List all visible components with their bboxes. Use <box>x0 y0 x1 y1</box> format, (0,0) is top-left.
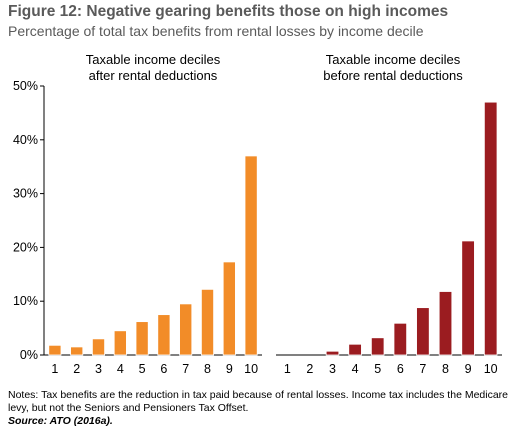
figure-subtitle: Percentage of total tax benefits from re… <box>8 23 424 39</box>
x-tick-label: 4 <box>117 362 124 376</box>
x-tick-label: 2 <box>306 362 313 376</box>
bar <box>416 307 430 356</box>
figure-title: Figure 12: Negative gearing benefits tho… <box>8 3 449 20</box>
x-tick-label: 5 <box>374 362 381 376</box>
bar <box>48 344 62 356</box>
panel-title-line: Taxable income deciles <box>326 52 461 67</box>
x-tick-label: 4 <box>352 362 359 376</box>
x-tick-label: 8 <box>204 362 211 376</box>
panel-title-line: before rental deductions <box>323 68 463 83</box>
y-tick-label: 40% <box>13 133 38 147</box>
x-tick-label: 1 <box>51 362 58 376</box>
y-tick-label: 20% <box>13 240 38 254</box>
y-tick-label: 10% <box>13 294 38 308</box>
y-tick-label: 50% <box>13 79 38 93</box>
bar <box>200 288 215 356</box>
x-tick-label: 2 <box>73 362 80 376</box>
bar <box>483 101 498 356</box>
y-tick-label: 0% <box>20 348 38 362</box>
x-tick-label: 9 <box>465 362 472 376</box>
panel-title-line: after rental deductions <box>89 68 218 83</box>
bar <box>70 346 84 356</box>
x-tick-label: 3 <box>95 362 102 376</box>
bar <box>461 240 475 356</box>
y-axis: 0% 10% 20% 30% 40% 50% <box>13 79 44 362</box>
bar <box>113 330 127 356</box>
x-tick-label: 7 <box>419 362 426 376</box>
x-tick-label: 10 <box>484 362 498 376</box>
x-tick-label: 3 <box>329 362 336 376</box>
bar <box>348 343 362 356</box>
bar <box>370 337 385 356</box>
bar <box>91 338 106 356</box>
bar <box>157 314 171 356</box>
source-text: Source: ATO (2016a). <box>8 415 113 427</box>
x-tick-label: 8 <box>442 362 449 376</box>
bar <box>393 322 408 356</box>
bar <box>222 261 236 356</box>
bar <box>179 303 193 356</box>
x-tick-label: 6 <box>397 362 404 376</box>
bar <box>135 321 149 356</box>
bar <box>438 291 453 356</box>
y-tick-label: 30% <box>13 187 38 201</box>
chart-notes: Notes: Tax benefits are the reduction in… <box>8 389 508 428</box>
x-tick-label: 10 <box>244 362 258 376</box>
panel-title-line: Taxable income deciles <box>86 52 221 67</box>
x-tick-label: 5 <box>139 362 146 376</box>
bar <box>325 350 340 356</box>
x-tick-label: 7 <box>182 362 189 376</box>
x-tick-label: 1 <box>284 362 291 376</box>
x-tick-label: 9 <box>226 362 233 376</box>
bar <box>244 155 258 356</box>
notes-text: Notes: Tax benefits are the reduction in… <box>8 389 509 414</box>
x-tick-label: 6 <box>160 362 167 376</box>
